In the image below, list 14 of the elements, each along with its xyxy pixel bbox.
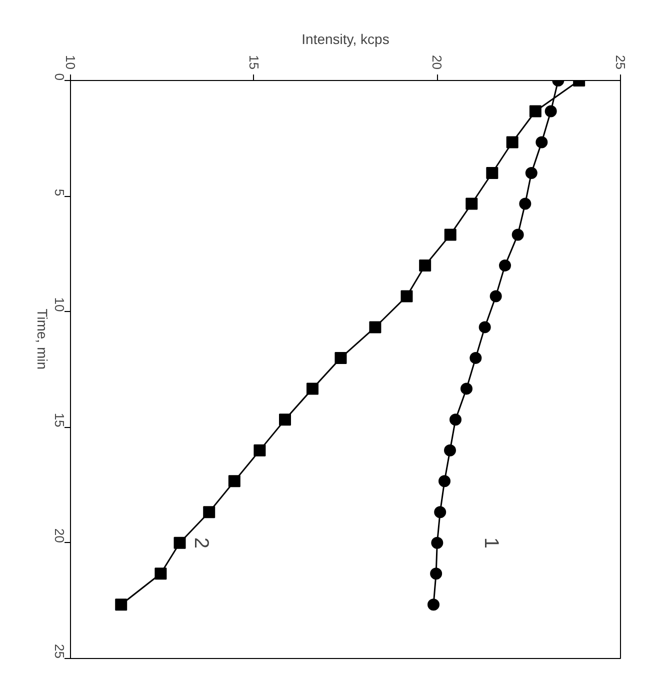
y-tick-label: 10 <box>52 297 67 312</box>
x-tick-label: 15 <box>246 55 262 70</box>
y-tick-label: 25 <box>52 644 67 659</box>
y-tick-label: 0 <box>52 73 67 81</box>
y-tick-label: 20 <box>52 528 67 543</box>
text: 2 <box>190 537 212 548</box>
x-axis-title: Intensity, kcps <box>302 31 390 48</box>
y-tick-label: 5 <box>52 188 67 196</box>
y-axis-title: Time, min <box>34 308 50 370</box>
x-tick-label: 20 <box>430 55 445 70</box>
y-tick-label: 15 <box>52 412 67 428</box>
x-tick-label: 25 <box>613 55 628 70</box>
text: 1 <box>480 537 502 548</box>
x-tick-label: 10 <box>63 55 78 70</box>
